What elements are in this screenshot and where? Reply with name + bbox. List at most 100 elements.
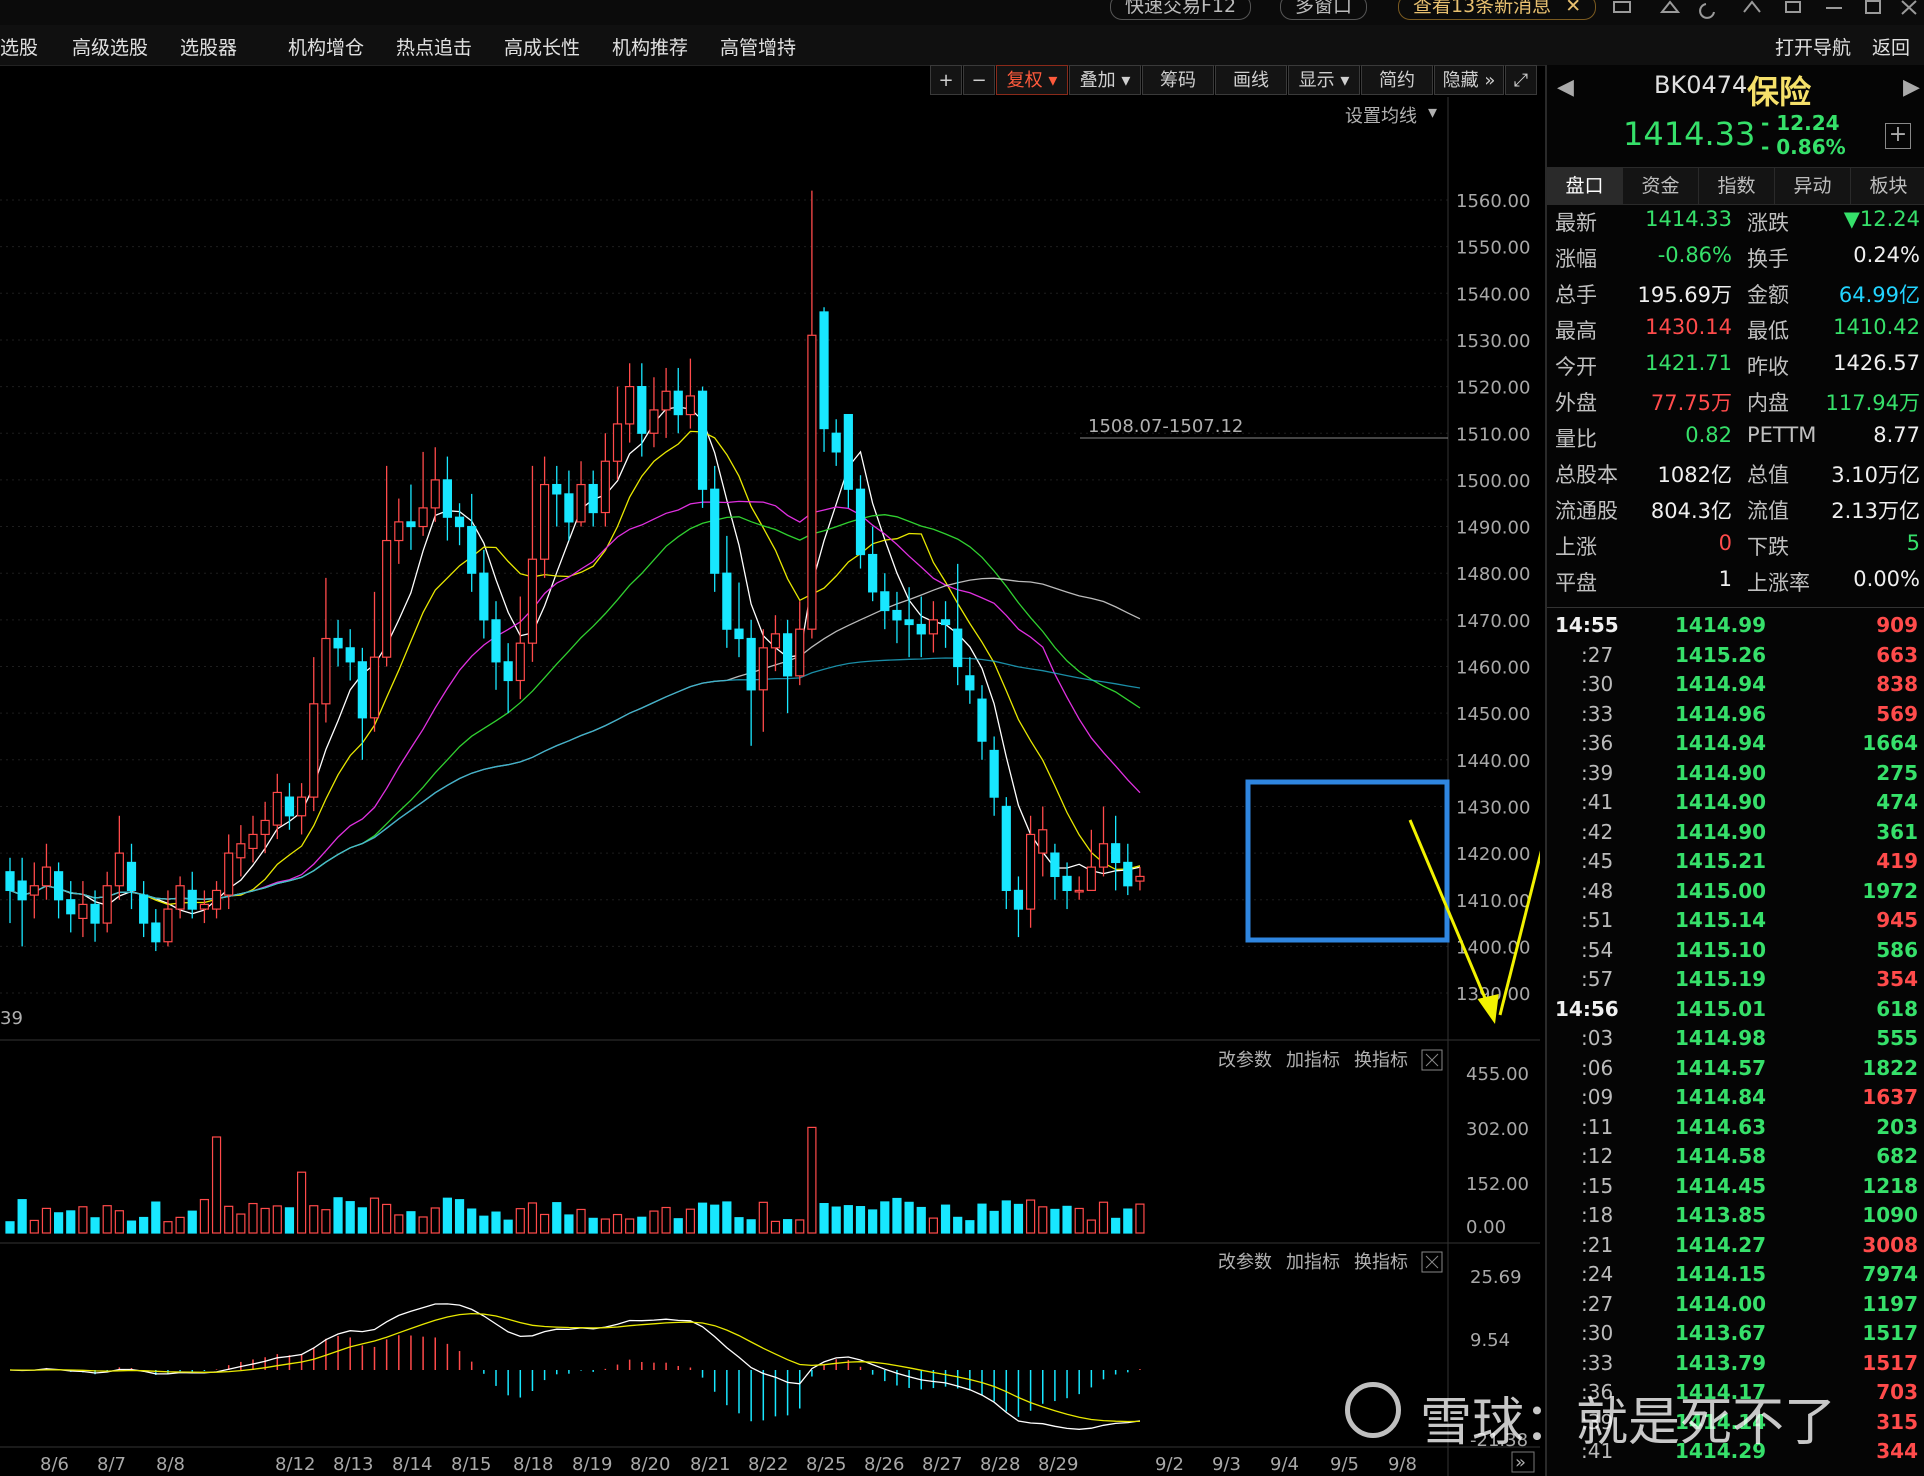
stats-row: 总股本 1082亿 总值 3.10万亿: [1547, 459, 1924, 494]
stat-value: 8.77: [1873, 423, 1920, 447]
display-dropdown[interactable]: 显示 ▾: [1288, 65, 1360, 95]
volume-bar: [369, 1197, 380, 1234]
draw-line-button[interactable]: 画线: [1215, 65, 1287, 95]
up-icon[interactable]: [1743, 0, 1761, 13]
menu-item-high-growth[interactable]: 高成长性: [504, 37, 581, 59]
volume-bar: [928, 1217, 939, 1234]
price-tick-label: 1540.00: [1456, 284, 1530, 305]
messages-button[interactable]: 查看13条新消息 ✕: [1398, 0, 1597, 20]
tick-time: :30: [1581, 1321, 1614, 1345]
tick-volume: 474: [1876, 790, 1918, 814]
vol-close-icon[interactable]: [1421, 1049, 1443, 1071]
open-nav-button[interactable]: 打开导航: [1775, 37, 1852, 59]
simple-button[interactable]: 简约: [1361, 65, 1433, 95]
window-close-icon[interactable]: [1901, 0, 1917, 15]
menu-item-stock-pick[interactable]: 选股: [0, 37, 39, 59]
zoom-out-button[interactable]: −: [963, 65, 995, 95]
tab-sector[interactable]: 板块: [1869, 175, 1908, 197]
tick-row: :39 1414.90 275: [1547, 761, 1924, 790]
candle-body: [454, 516, 465, 528]
tick-volume: 361: [1876, 819, 1918, 844]
quick-trade-button[interactable]: 快速交易F12: [1110, 0, 1252, 20]
volume-bar: [770, 1220, 781, 1234]
chips-button[interactable]: 筹码: [1142, 65, 1214, 95]
tab-anomaly[interactable]: 异动: [1775, 168, 1851, 204]
candle-body: [1025, 833, 1036, 910]
macd-close-icon[interactable]: [1421, 1251, 1443, 1273]
tab-handicap[interactable]: 盘口: [1547, 168, 1623, 204]
maximize-icon[interactable]: [1865, 0, 1881, 14]
macd-change-params[interactable]: 改参数: [1218, 1252, 1272, 1273]
fuquan-dropdown[interactable]: 复权 ▾: [996, 65, 1068, 95]
menu-item-hot-chase[interactable]: 热点追击: [396, 37, 473, 59]
tick-price: 1415.19: [1675, 967, 1767, 991]
stat-value: 0.00%: [1853, 567, 1920, 591]
price-tick-label: 1500.00: [1456, 471, 1530, 492]
stat-label: 总值: [1747, 463, 1789, 487]
tick-row: :42 1414.90 361: [1547, 820, 1924, 849]
volume-bar: [539, 1213, 550, 1234]
overlay-dropdown[interactable]: 叠加 ▾: [1069, 65, 1141, 95]
volume-bar: [491, 1211, 501, 1234]
tick-volume: 1972: [1862, 878, 1918, 903]
candle-body: [588, 483, 598, 514]
prev-symbol-icon[interactable]: ◀: [1557, 75, 1574, 100]
candle-body: [710, 488, 720, 574]
ma-setting-arrow: ▾: [1428, 102, 1437, 123]
tab-index[interactable]: 指数: [1699, 168, 1775, 204]
tick-time: :12: [1581, 1144, 1614, 1168]
tick-price: 1415.14: [1675, 908, 1767, 932]
fullscreen-icon[interactable]: ⤢: [1505, 65, 1537, 95]
macd-switch-indicator[interactable]: 换指标: [1354, 1252, 1408, 1273]
add-watch-icon[interactable]: +: [1885, 123, 1911, 149]
stat-label: 最新: [1555, 211, 1597, 235]
candle-body: [66, 899, 76, 915]
menu-item-screener[interactable]: 选股器: [180, 37, 238, 59]
menu-item-advanced-pick[interactable]: 高级选股: [72, 37, 149, 59]
tick-time: :39: [1581, 760, 1614, 785]
highlight-box: [1245, 779, 1450, 943]
tick-volume: 663: [1876, 642, 1918, 667]
top-bar: 快速交易F12 多窗口 查看13条新消息 ✕: [0, 0, 1924, 25]
tick-time: 14:55: [1555, 613, 1619, 637]
zoom-in-button[interactable]: +: [930, 65, 962, 95]
menu-item-executive-increase[interactable]: 高管增持: [720, 37, 797, 59]
volume-bar: [151, 1201, 161, 1234]
price-tick-label: 1520.00: [1456, 378, 1530, 399]
candle-body: [211, 889, 222, 910]
back-button[interactable]: 返回: [1872, 37, 1911, 59]
volume-bar: [41, 1207, 52, 1234]
date-tick-label: 9/2: [1155, 1454, 1184, 1475]
vol-add-indicator[interactable]: 加指标: [1286, 1050, 1340, 1071]
ma-setting-button[interactable]: 设置均线: [1345, 106, 1417, 127]
menu-item-institution-add[interactable]: 机构增仓: [288, 37, 365, 59]
vol-switch-indicator[interactable]: 换指标: [1354, 1050, 1408, 1071]
scroll-right-glyph: »: [1515, 1452, 1526, 1473]
multi-window-button[interactable]: 多窗口: [1280, 0, 1368, 20]
home-icon[interactable]: [1659, 0, 1681, 13]
tick-time: :06: [1581, 1055, 1614, 1080]
scroll-right-icon[interactable]: [1511, 1451, 1535, 1473]
macd-add-indicator[interactable]: 加指标: [1286, 1252, 1340, 1273]
stat-value: -0.86%: [1657, 243, 1732, 267]
mail-icon[interactable]: [1613, 1, 1631, 13]
symbol-code: BK0474: [1654, 71, 1748, 99]
kline-chart[interactable]: 1560.00 1550.00 1540.00 1530.00 1520.00 1510.…: [0, 97, 1540, 1476]
volume-bar: [782, 1219, 793, 1234]
refresh-icon[interactable]: [1699, 3, 1715, 19]
volume-tick-label: 302.00: [1466, 1119, 1529, 1140]
volume-bar: [843, 1205, 853, 1234]
vol-change-params[interactable]: 改参数: [1218, 1050, 1272, 1071]
tab-capital[interactable]: 资金: [1623, 168, 1699, 204]
tick-volume: 909: [1876, 613, 1918, 637]
tick-row: :27 1414.00 1197: [1547, 1292, 1924, 1321]
candle-body: [418, 507, 428, 528]
restore-icon[interactable]: [1785, 1, 1801, 13]
volume-bar: [807, 1126, 817, 1234]
date-tick-label: 8/8: [156, 1454, 185, 1475]
next-symbol-icon[interactable]: ▶: [1903, 75, 1920, 100]
menu-item-institution-recommend[interactable]: 机构推荐: [612, 37, 689, 59]
candle-body: [442, 479, 452, 518]
close-icon[interactable]: ✕: [1565, 0, 1582, 17]
hide-button[interactable]: 隐藏 »: [1434, 65, 1504, 95]
